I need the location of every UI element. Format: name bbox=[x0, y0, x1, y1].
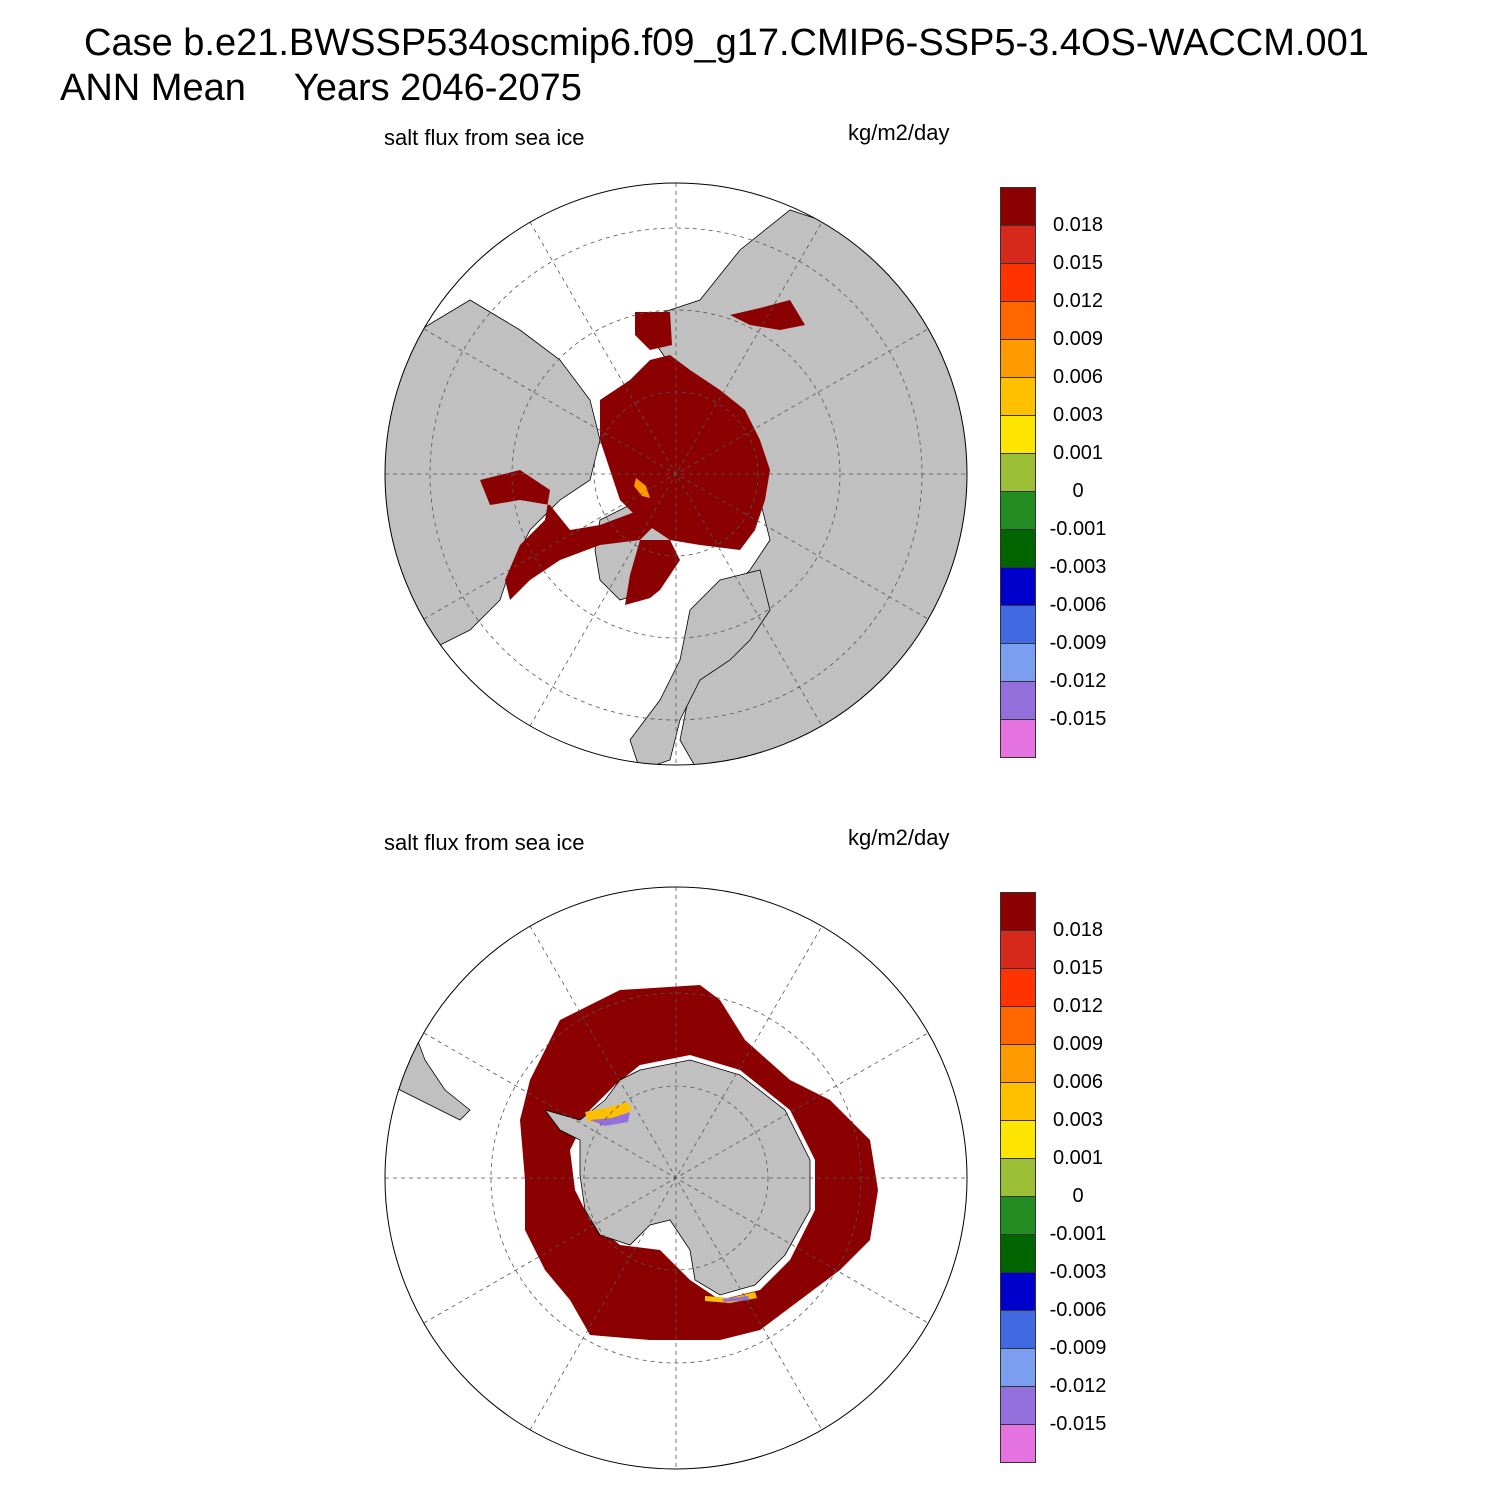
colorbar-tick-label: -0.001 bbox=[1049, 518, 1107, 540]
colorbar-tick-label: 0.006 bbox=[1052, 1071, 1104, 1093]
south-flux-rim-weddell-neg bbox=[590, 1112, 630, 1126]
colorbar-box bbox=[1000, 1234, 1036, 1273]
colorbar-box bbox=[1000, 453, 1036, 492]
colorbar-tick-label: 0.001 bbox=[1052, 442, 1104, 464]
south-map-border bbox=[384, 886, 968, 1470]
colorbar-tick-label: 0.015 bbox=[1052, 957, 1104, 979]
colorbar-tick-label: -0.009 bbox=[1049, 1337, 1107, 1359]
colorbar-box bbox=[1000, 1120, 1036, 1159]
colorbar-tick-label: 0.001 bbox=[1052, 1147, 1104, 1169]
south-flux-rim-weddell bbox=[585, 1102, 632, 1122]
colorbar-tick-label: 0.003 bbox=[1052, 1109, 1104, 1131]
colorbar-box bbox=[1000, 301, 1036, 340]
colorbar-box bbox=[1000, 719, 1036, 758]
colorbar-box bbox=[1000, 415, 1036, 454]
north-sea-ice-bering bbox=[635, 312, 672, 350]
south-sea-ice-flux bbox=[520, 985, 878, 1340]
colorbar-box bbox=[1000, 225, 1036, 264]
colorbar-box bbox=[1000, 377, 1036, 416]
south-flux-rim-ross-neg bbox=[722, 1296, 750, 1302]
colorbar-box bbox=[1000, 1310, 1036, 1349]
colorbar-tick-label: 0.015 bbox=[1052, 252, 1104, 274]
colorbar-tick-label: -0.015 bbox=[1049, 708, 1107, 730]
colorbar-tick-label: -0.006 bbox=[1049, 1299, 1107, 1321]
colorbar-box bbox=[1000, 1424, 1036, 1463]
colorbar-box bbox=[1000, 187, 1036, 226]
colorbar-box bbox=[1000, 529, 1036, 568]
colorbar-box bbox=[1000, 1196, 1036, 1235]
colorbar-tick-label: 0.018 bbox=[1052, 919, 1104, 941]
colorbar-tick-label: 0.012 bbox=[1052, 995, 1104, 1017]
north-flux-rim bbox=[634, 478, 650, 498]
colorbar-box bbox=[1000, 1272, 1036, 1311]
colorbar-tick-label: 0.018 bbox=[1052, 214, 1104, 236]
north-sea-ice-labrador bbox=[625, 540, 680, 605]
north-graticule bbox=[385, 183, 967, 765]
colorbar-box bbox=[1000, 1158, 1036, 1197]
panel-south-units: kg/m2/day bbox=[848, 825, 950, 850]
colorbar-tick-label: -0.012 bbox=[1049, 670, 1107, 692]
colorbar-tick-label: -0.001 bbox=[1049, 1223, 1107, 1245]
colorbar-tick-label: 0.009 bbox=[1052, 328, 1104, 350]
colorbar-box bbox=[1000, 1082, 1036, 1121]
north-map-border bbox=[384, 182, 968, 766]
colorbar-box bbox=[1000, 605, 1036, 644]
panel-north-variable: salt flux from sea ice bbox=[384, 125, 585, 150]
colorbar-north: 0.018 0.015 0.012 0.009 0.006 0.003 0.001 0 -0.0… bbox=[1000, 187, 1106, 758]
colorbar-tick-label: -0.006 bbox=[1049, 594, 1107, 616]
years-label: Years 2046-2075 bbox=[293, 67, 582, 109]
colorbar-tick-label: -0.003 bbox=[1049, 556, 1107, 578]
colorbar-tick-label: -0.015 bbox=[1049, 1413, 1107, 1435]
colorbar-box bbox=[1000, 681, 1036, 720]
colorbar-tick-label: 0 bbox=[1072, 1185, 1084, 1207]
figure-title: Case b.e21.BWSSP534oscmip6.f09_g17.CMIP6… bbox=[84, 22, 1369, 64]
panel-south-variable: salt flux from sea ice bbox=[384, 830, 585, 855]
colorbar-box bbox=[1000, 1348, 1036, 1387]
colorbar-tick-label: 0.009 bbox=[1052, 1033, 1104, 1055]
colorbar-box bbox=[1000, 491, 1036, 530]
colorbar-box bbox=[1000, 339, 1036, 378]
colorbar-tick-label: -0.009 bbox=[1049, 632, 1107, 654]
colorbar-tick-label: 0 bbox=[1072, 480, 1084, 502]
colorbar-box bbox=[1000, 930, 1036, 969]
south-graticule bbox=[385, 887, 967, 1469]
colorbar-box bbox=[1000, 968, 1036, 1007]
colorbar-box bbox=[1000, 1006, 1036, 1045]
colorbar-tick-label: 0.003 bbox=[1052, 404, 1104, 426]
season-label: ANN Mean bbox=[60, 67, 246, 109]
figure-subtitle: ANN Mean Years 2046-2075 bbox=[60, 69, 582, 107]
north-sea-ice-flux bbox=[600, 355, 770, 550]
colorbar-tick-label: 0.012 bbox=[1052, 290, 1104, 312]
panel-north-units: kg/m2/day bbox=[848, 120, 950, 145]
colorbar-box bbox=[1000, 263, 1036, 302]
colorbar-tick-label: -0.012 bbox=[1049, 1375, 1107, 1397]
colorbar-box bbox=[1000, 1044, 1036, 1083]
north-land-europe bbox=[629, 569, 771, 765]
colorbar-south: 0.018 0.015 0.012 0.009 0.006 0.003 0.001 0 -0.0… bbox=[1000, 892, 1106, 1463]
colorbar-box bbox=[1000, 892, 1036, 931]
colorbar-tick-label: -0.003 bbox=[1049, 1261, 1107, 1283]
colorbar-tick-label: 0.006 bbox=[1052, 366, 1104, 388]
colorbar-box bbox=[1000, 567, 1036, 606]
north-sea-ice-okhotsk bbox=[730, 300, 805, 330]
colorbar-box bbox=[1000, 1386, 1036, 1425]
colorbar-box bbox=[1000, 643, 1036, 682]
